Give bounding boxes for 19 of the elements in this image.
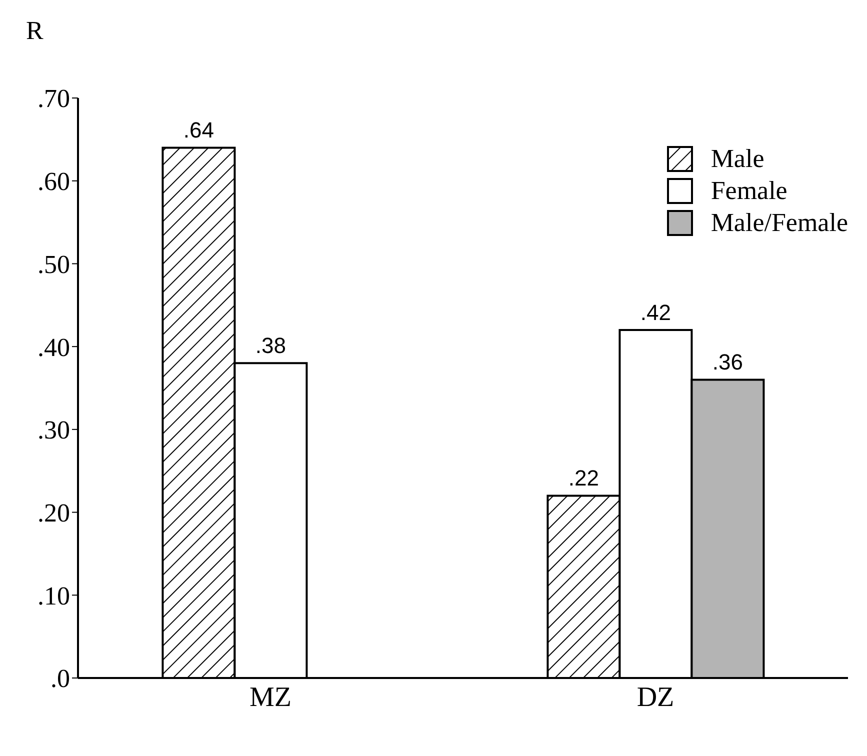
y-tick-label: .50 (38, 250, 70, 279)
x-tick-label: DZ (636, 682, 674, 713)
data-label: .42 (640, 300, 671, 325)
legend-label: Male (710, 144, 764, 174)
data-label: .64 (183, 118, 214, 143)
x-tick-label: MZ (250, 682, 292, 713)
y-tick-label: .40 (38, 332, 70, 362)
y-tick-label: .30 (38, 416, 70, 445)
data-label: .22 (568, 466, 599, 491)
legend-label: Male/Female (710, 208, 848, 238)
legend-label: Female (710, 176, 788, 206)
y-tick-label: .10 (38, 581, 70, 610)
y-axis-title: R (26, 16, 44, 46)
data-label: .36 (712, 350, 743, 375)
y-tick-label: .20 (38, 498, 70, 528)
data-label: .38 (255, 333, 286, 358)
y-tick-label: .0 (50, 664, 70, 694)
y-tick-label: .60 (38, 167, 70, 196)
y-tick-label: .70 (38, 84, 70, 114)
